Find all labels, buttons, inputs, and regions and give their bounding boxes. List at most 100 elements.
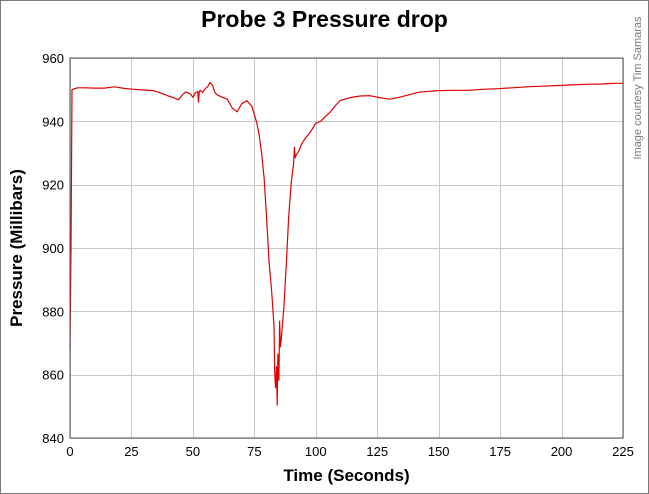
pressure-data-point <box>541 85 543 87</box>
y-tick-label: 920 <box>42 178 64 193</box>
pressure-data-point <box>177 99 179 101</box>
tick-labels: 0 25 50 75 100 125 150 175 200 225 840 860 880 900 920… <box>42 51 634 459</box>
pressure-data-point <box>251 106 253 107</box>
x-tick-label: 125 <box>366 444 388 459</box>
pressure-data-point <box>271 288 272 290</box>
pressure-data-point <box>94 87 95 89</box>
pressure-data-point <box>556 85 557 86</box>
pressure-data-point <box>268 261 270 263</box>
x-tick-label: 100 <box>305 444 327 459</box>
pressure-data-point <box>571 84 572 86</box>
pressure-data-point <box>280 346 281 348</box>
pressure-data-point <box>453 89 454 91</box>
pressure-data-point <box>77 87 78 89</box>
pressure-data-point <box>263 178 265 180</box>
pressure-data-point <box>438 90 440 91</box>
pressure-data-point <box>241 102 243 104</box>
pressure-data-point <box>300 145 302 146</box>
pressure-data-point <box>349 97 351 98</box>
pressure-data-point <box>276 366 277 368</box>
pressure-data-point <box>113 86 115 88</box>
pressure-data-point <box>418 91 420 93</box>
pressure-data-point <box>70 247 72 249</box>
pressure-data-point <box>231 107 233 109</box>
x-tick-label: 150 <box>428 444 450 459</box>
pressure-data-point <box>325 115 326 117</box>
series-lines <box>69 81 624 406</box>
pressure-data-point <box>185 91 186 93</box>
pressure-data-point <box>512 87 513 89</box>
pressure-data-point <box>198 91 200 92</box>
pressure-data-point <box>199 89 201 91</box>
pressure-data-point <box>84 87 86 89</box>
pressure-data-point <box>369 95 371 97</box>
pressure-data-point <box>73 88 75 90</box>
pressure-data-point <box>285 264 287 265</box>
pressure-data-point <box>167 95 169 97</box>
x-tick-label: 175 <box>489 444 511 459</box>
pressure-data-point <box>308 134 309 136</box>
pressure-data-point <box>258 134 260 136</box>
pressure-data-point <box>266 217 267 219</box>
pressure-data-point <box>256 122 258 124</box>
pressure-data-point <box>153 90 155 91</box>
pressure-data-point <box>310 130 312 132</box>
pressure-data-point <box>467 89 469 91</box>
pressure-data-point <box>276 404 278 406</box>
pressure-data-point <box>275 387 276 389</box>
pressure-data-point <box>398 96 400 98</box>
pressure-data-point <box>71 89 73 91</box>
pressure-data-point <box>277 353 279 355</box>
pressure-data-point <box>222 96 223 98</box>
pressure-data-point <box>320 120 322 122</box>
pressure-data-point <box>192 96 194 98</box>
pressure-data-point <box>226 98 228 100</box>
pressure-data-point <box>182 93 184 95</box>
pressure-data-point <box>104 87 105 89</box>
pressure-data-point <box>202 92 204 93</box>
pressure-data-point <box>497 88 499 90</box>
x-tick-label: 225 <box>612 444 634 459</box>
pressure-data-point <box>335 105 336 106</box>
pressure-data-point <box>294 146 295 148</box>
pressure-data-point <box>290 182 292 184</box>
y-tick-label: 960 <box>42 51 64 66</box>
plot-border <box>69 57 624 439</box>
pressure-data-point <box>180 96 182 98</box>
pressure-data-point <box>207 86 209 88</box>
x-tick-label: 50 <box>186 444 200 459</box>
chart-title: Probe 3 Pressure drop <box>201 6 448 32</box>
y-tick-label: 860 <box>42 368 64 383</box>
pressure-data-point <box>293 162 295 163</box>
pressure-data-point <box>615 82 616 84</box>
pressure-data-point <box>288 215 290 217</box>
pressure-data-point <box>190 93 191 95</box>
pressure-data-point <box>389 98 390 100</box>
pressure-data-point <box>214 92 216 94</box>
pressure-data-point <box>236 111 238 113</box>
x-axis-label: Time (Seconds) <box>283 466 410 485</box>
pressure-data-point <box>198 101 199 103</box>
y-tick-label: 900 <box>42 241 64 256</box>
pressure-data-point <box>428 90 430 92</box>
pressure-data-point <box>204 88 206 90</box>
x-tick-label: 0 <box>66 444 73 459</box>
pressure-data-point <box>283 308 285 309</box>
pressure-data-point <box>194 92 196 94</box>
pressure-data-point <box>278 380 280 381</box>
pressure-data-point <box>330 111 331 113</box>
pressure-data-point <box>273 325 275 326</box>
pressure-data-point <box>279 320 280 322</box>
pressure-data-point <box>585 83 587 85</box>
y-tick-label: 940 <box>42 114 64 129</box>
pressure-data-point <box>295 154 297 156</box>
x-tick-label: 25 <box>124 444 138 459</box>
pressure-data-point <box>261 153 263 155</box>
pressure-data-point <box>359 95 361 97</box>
pressure-data-point <box>408 94 410 96</box>
pressure-data-point <box>209 82 211 83</box>
pressure-data-point <box>133 88 135 90</box>
pressure-data-point <box>274 371 276 372</box>
y-tick-label: 840 <box>42 431 64 446</box>
